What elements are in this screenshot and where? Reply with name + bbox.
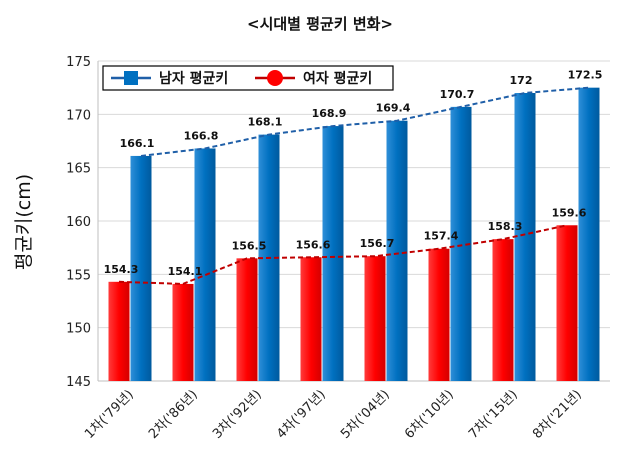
data-label-female: 154.3: [104, 263, 139, 276]
legend-label-male: 남자 평균키: [159, 70, 228, 87]
legend: 남자 평균키 여자 평균키: [102, 65, 394, 91]
data-label-male: 166.1: [120, 137, 155, 150]
bar-female: [236, 258, 258, 381]
y-tick-label: 155: [66, 268, 91, 283]
legend-marker-female: [267, 70, 283, 86]
data-label-male: 169.4: [376, 102, 411, 115]
data-label-male: 172.5: [568, 69, 603, 82]
x-tick-label: 6차('10년): [402, 387, 457, 442]
bar-male: [194, 148, 216, 381]
trend-line-female: [118, 224, 568, 285]
x-tick-label: 4차('97년): [274, 387, 329, 442]
data-label-male: 172: [510, 74, 533, 87]
trend-line-male: [140, 86, 590, 157]
bar-male: [130, 155, 152, 381]
y-tick-label: 165: [66, 162, 91, 177]
data-label-male: 166.8: [184, 129, 219, 142]
bar-female: [428, 248, 450, 381]
x-tick-label: 5차('04년): [338, 387, 393, 442]
data-label-female: 159.6: [552, 206, 587, 219]
bar-female: [300, 257, 322, 381]
y-tick-label: 175: [66, 55, 91, 70]
bar-male: [450, 106, 472, 381]
trend-lines: [118, 86, 590, 285]
data-label-female: 157.4: [424, 230, 459, 243]
bar-female: [556, 225, 578, 381]
data-label-female: 156.7: [360, 237, 395, 250]
legend-label-female: 여자 평균키: [303, 70, 372, 87]
y-tick-label: 170: [66, 108, 91, 123]
legend-box: [102, 65, 394, 91]
bar-male: [578, 87, 600, 382]
bar-male: [386, 120, 408, 381]
data-label-female: 156.5: [232, 239, 267, 252]
data-label-female: 156.6: [296, 238, 331, 251]
bar-female: [172, 283, 194, 381]
data-label-male: 168.1: [248, 116, 283, 129]
bar-male: [322, 126, 344, 381]
data-label-female: 158.3: [488, 220, 523, 233]
data-label-female: 154.1: [168, 265, 203, 278]
x-tick-label: 1차('79년): [82, 387, 137, 442]
bars: [108, 87, 600, 382]
x-tick-label: 8차('21년): [530, 387, 585, 442]
bar-female: [492, 239, 514, 381]
chart-title: <시대별 평균키 변화>: [247, 15, 393, 33]
data-labels: 166.1 154.3 166.8 154.1 168.1 156.5 168.9 156.6…: [104, 69, 603, 278]
y-tick-label: 150: [66, 322, 91, 337]
bar-female: [364, 256, 386, 381]
bar-male: [514, 93, 536, 381]
legend-marker-male: [124, 71, 138, 85]
y-tick-label: 145: [66, 375, 91, 390]
x-tick-label: 7차('15년): [466, 387, 521, 442]
y-tick-label: 160: [66, 215, 91, 230]
x-tick-label: 2차('86년): [146, 387, 201, 442]
y-axis-label: 평균키(cm): [13, 174, 35, 270]
data-label-male: 168.9: [312, 107, 347, 120]
x-tick-label: 3차('92년): [210, 387, 265, 442]
data-label-male: 170.7: [440, 88, 475, 101]
bar-female: [108, 281, 130, 381]
